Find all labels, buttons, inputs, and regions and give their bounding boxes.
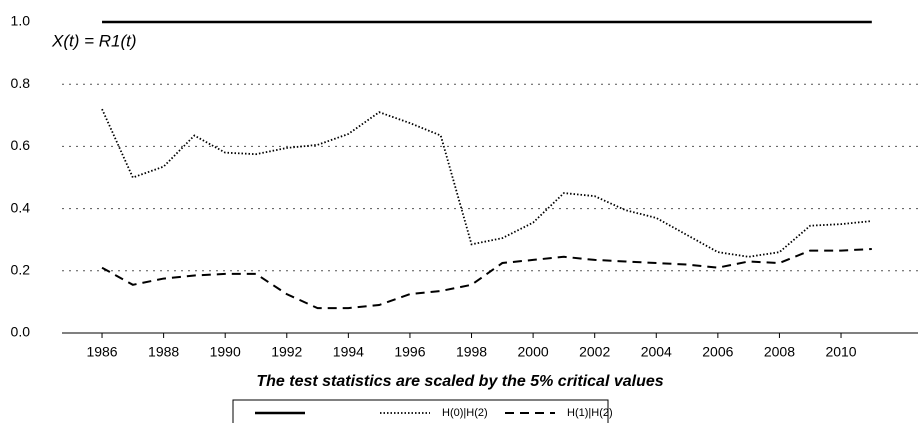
- y-tick-label: 0.4: [11, 199, 31, 215]
- series-line: [101, 108, 872, 258]
- x-tick-label: 1994: [333, 344, 364, 360]
- x-tick-label: 2002: [579, 344, 610, 360]
- x-tick-label: 2004: [641, 344, 672, 360]
- x-tick-label: 1998: [456, 344, 487, 360]
- y-tick-label: 0.2: [11, 262, 31, 278]
- series-line: [101, 248, 872, 310]
- x-tick-label: 2008: [764, 344, 795, 360]
- legend-label: H(0)|H(2): [442, 407, 488, 419]
- x-tick-label: 2010: [825, 344, 856, 360]
- y-tick-label: 0.6: [11, 137, 31, 153]
- y-tick-label: 1.0: [11, 13, 31, 29]
- x-tick-label: 1992: [271, 344, 302, 360]
- annotation: X(t) = R1(t): [51, 31, 137, 50]
- x-tick-label: 1990: [210, 344, 241, 360]
- x-tick-label: 1986: [86, 344, 117, 360]
- legend-label: H(1)|H(2): [567, 407, 613, 419]
- legend-box: [232, 399, 609, 423]
- x-tick-label: 1988: [148, 344, 179, 360]
- x-tick-label: 1996: [394, 344, 425, 360]
- x-tick-label: 2006: [702, 344, 733, 360]
- x-axis-title: The test statistics are scaled by the 5%…: [256, 373, 663, 390]
- y-tick-label: 0.0: [11, 324, 31, 340]
- x-tick-label: 2000: [518, 344, 549, 360]
- y-tick-label: 0.8: [11, 75, 31, 91]
